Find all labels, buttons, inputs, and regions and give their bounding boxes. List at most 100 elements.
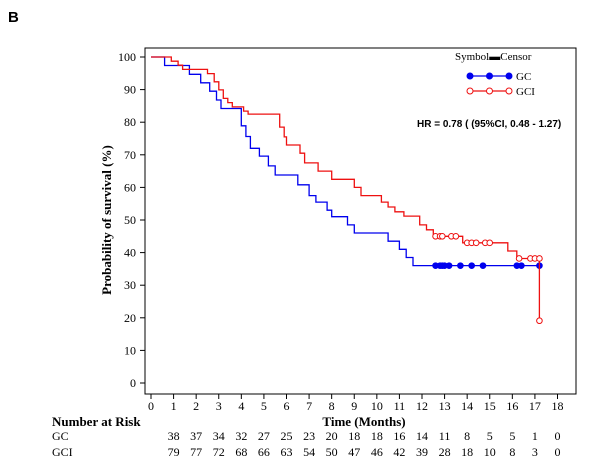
y-axis: 0 10 20 30 40 50 60 70 80 90 100 [118,50,145,390]
risk-count: 42 [393,445,405,459]
legend-marker-gci [505,87,513,95]
y-tick-label: 40 [124,246,136,260]
x-tick-label: 13 [439,399,451,413]
risk-row-label: GCI [52,445,73,459]
y-tick-label: 30 [124,278,136,292]
x-tick-label: 5 [261,399,267,413]
censor-marker-gc [445,262,453,269]
risk-count: 47 [348,445,360,459]
risk-count: 46 [371,445,383,459]
x-tick-label: 11 [394,399,406,413]
risk-count: 18 [461,445,473,459]
survival-curve-gc [151,56,540,267]
x-axis: 0 1 2 3 4 5 6 7 8 9 10 11 12 13 14 15 16 17 18 [148,394,564,413]
x-tick-label: 17 [529,399,541,413]
legend: Symbol▬Censor GC GCI [455,51,535,98]
series-layer [151,56,543,325]
legend-marker-gc [466,72,474,80]
risk-row-label: GC [52,429,69,443]
legend-marker-gc [505,72,513,80]
risk-count: 63 [281,445,293,459]
plot-frame [144,47,577,395]
risk-count: 38 [168,429,180,443]
legend-marker-gci [466,87,474,95]
legend-label-gc: GC [516,71,531,83]
risk-count: 37 [190,429,202,443]
risk-count: 28 [439,445,451,459]
risk-count: 39 [416,445,428,459]
x-tick-label: 8 [329,399,335,413]
risk-count: 50 [326,445,338,459]
x-tick-label: 15 [484,399,496,413]
x-tick-label: 2 [193,399,199,413]
y-tick-label: 0 [130,376,136,390]
legend-marker-gc [486,72,493,80]
censor-marker-gci [536,317,543,325]
x-tick-label: 9 [351,399,357,413]
legend-title: Symbol▬Censor [455,51,532,63]
risk-count: 68 [235,445,247,459]
risk-count: 27 [258,429,270,443]
legend-label-gci: GCI [516,86,535,98]
risk-count: 16 [393,429,405,443]
risk-count: 23 [303,429,315,443]
risk-count: 14 [416,429,428,443]
hazard-ratio-annotation: HR = 0.78 ( (95%CI, 0.48 - 1.27) [417,119,561,130]
risk-count: 1 [532,429,538,443]
risk-count: 8 [464,429,470,443]
risk-count: 10 [484,445,496,459]
risk-count: 18 [348,429,360,443]
x-tick-label: 16 [506,399,518,413]
censor-marker-gci [452,233,460,240]
x-tick-label: 14 [461,399,473,413]
censor-marker-gc [457,262,464,269]
risk-count: 79 [168,445,180,459]
risk-count: 20 [326,429,338,443]
x-tick-label: 10 [371,399,383,413]
censor-marker-gci [515,255,523,262]
x-tick-label: 18 [552,399,564,413]
x-tick-label: 4 [238,399,244,413]
risk-count: 3 [532,445,538,459]
censor-marker-gci [472,239,480,247]
y-tick-label: 10 [124,343,136,357]
risk-count: 0 [555,429,561,443]
risk-count: 77 [190,445,202,459]
censor-marker-gc [468,262,475,269]
survival-curve-gci [151,56,541,321]
x-tick-label: 6 [284,399,290,413]
y-tick-label: 70 [124,148,136,162]
panel-label: B [8,9,19,26]
y-tick-label: 50 [124,213,136,227]
y-tick-label: 20 [124,311,136,325]
censor-marker-gci [439,233,446,240]
risk-count: 18 [371,429,383,443]
risk-count: 66 [258,445,270,459]
y-tick-label: 60 [124,180,136,194]
risk-count: 54 [303,445,315,459]
x-tick-label: 12 [416,399,428,413]
risk-count: 8 [509,445,515,459]
censor-marker-gc [479,262,487,269]
x-tick-label: 1 [171,399,177,413]
censor-marker-gc [518,262,525,269]
y-tick-label: 100 [118,50,136,64]
risk-table-title: Number at Risk [52,414,141,429]
risk-count: 5 [487,429,493,443]
x-tick-label: 0 [148,399,154,413]
risk-count: 72 [213,445,225,459]
risk-count: 0 [555,445,561,459]
y-axis-title: Probability of survival (%) [99,145,114,295]
y-tick-label: 90 [124,83,136,97]
x-tick-label: 3 [216,399,222,413]
legend-marker-gci [486,87,493,95]
censor-marker-gci [486,239,494,247]
risk-count: 25 [281,429,293,443]
x-tick-label: 7 [306,399,312,413]
risk-count: 5 [509,429,515,443]
censor-marker-gci [536,255,543,262]
risk-count: 11 [439,429,451,443]
x-axis-title: Time (Months) [322,414,405,429]
